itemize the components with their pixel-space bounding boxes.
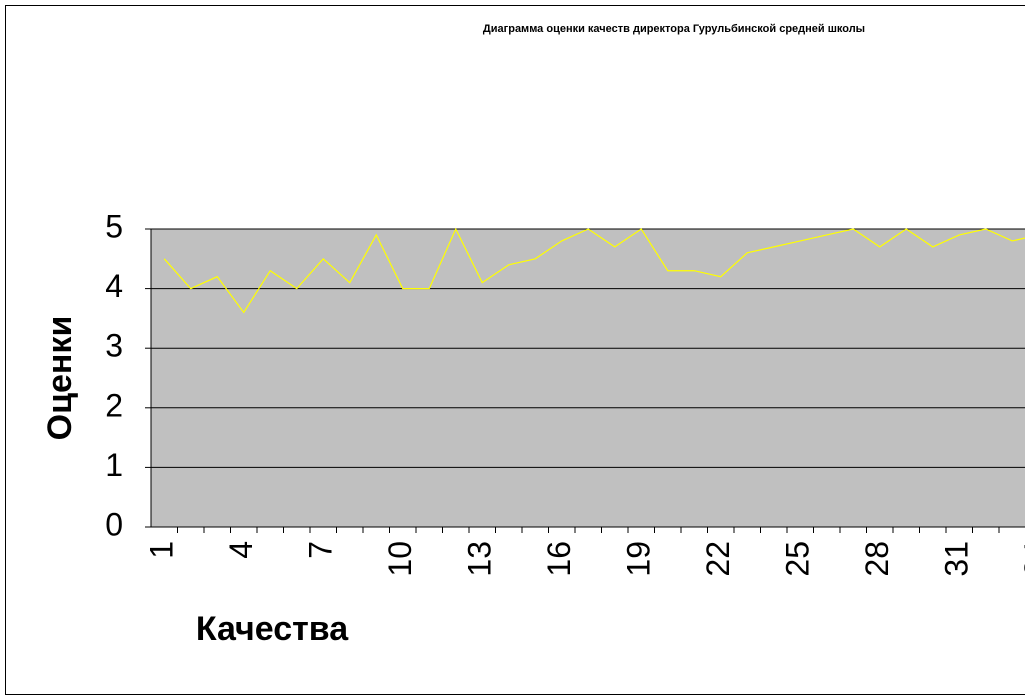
x-tick-label: 28: [859, 541, 895, 577]
x-tick-label: 34: [1018, 541, 1025, 577]
x-tick-label: 31: [939, 541, 975, 577]
x-tick-label: 25: [780, 541, 816, 577]
y-tick-label: 2: [105, 387, 123, 423]
y-axis-label: Оценки: [41, 316, 79, 441]
y-tick-label: 5: [105, 208, 123, 244]
y-tick-label: 0: [105, 506, 123, 542]
x-tick-label: 4: [223, 541, 259, 559]
x-tick-label: 10: [382, 541, 418, 577]
data-line: [163, 227, 1025, 314]
y-tick-label: 3: [105, 328, 123, 364]
x-tick-label: 7: [303, 541, 339, 559]
x-tick-label: 19: [621, 541, 657, 577]
x-tick-label: 16: [541, 541, 577, 577]
x-axis-label: Качества: [196, 610, 349, 648]
plot-area: [151, 229, 1025, 527]
chart-title: Диаграмма оценки качеств директора Гурул…: [483, 23, 865, 35]
y-tick-label: 1: [105, 447, 123, 483]
x-tick-label: 22: [700, 541, 736, 577]
x-tick-label: 1: [144, 541, 180, 559]
y-tick-label: 4: [105, 268, 123, 304]
x-tick-label: 13: [462, 541, 498, 577]
